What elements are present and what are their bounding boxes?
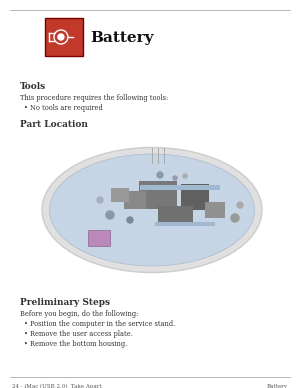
Bar [158,206,193,224]
Text: • No tools are required: • No tools are required [24,104,103,112]
Circle shape [106,211,114,219]
Bar [155,222,215,226]
Bar [139,181,177,209]
Text: Battery: Battery [90,31,154,45]
Text: Preliminary Steps: Preliminary Steps [20,298,110,307]
Bar [45,18,83,56]
Bar [88,230,110,246]
Bar [124,191,146,209]
Text: Battery: Battery [267,384,288,388]
Text: Before you begin, do the following:: Before you begin, do the following: [20,310,138,318]
Bar [181,184,209,210]
Circle shape [157,172,163,178]
Circle shape [127,217,133,223]
Circle shape [183,174,187,178]
Circle shape [173,176,177,180]
Text: • Remove the bottom housing.: • Remove the bottom housing. [24,340,127,348]
Text: 24 - iMac (USB 2.0)  Take Apart: 24 - iMac (USB 2.0) Take Apart [12,384,102,388]
Circle shape [231,214,239,222]
Circle shape [97,197,103,203]
Bar [205,202,225,218]
Ellipse shape [50,154,254,266]
Text: This procedure requires the following tools:: This procedure requires the following to… [20,94,168,102]
Text: • Position the computer in the service stand.: • Position the computer in the service s… [24,320,175,328]
Text: Part Location: Part Location [20,120,88,129]
Bar [111,188,129,202]
Bar [140,185,220,190]
Circle shape [237,202,243,208]
Ellipse shape [42,147,262,272]
Circle shape [58,34,64,40]
Text: • Remove the user access plate.: • Remove the user access plate. [24,330,133,338]
Text: Tools: Tools [20,82,46,91]
